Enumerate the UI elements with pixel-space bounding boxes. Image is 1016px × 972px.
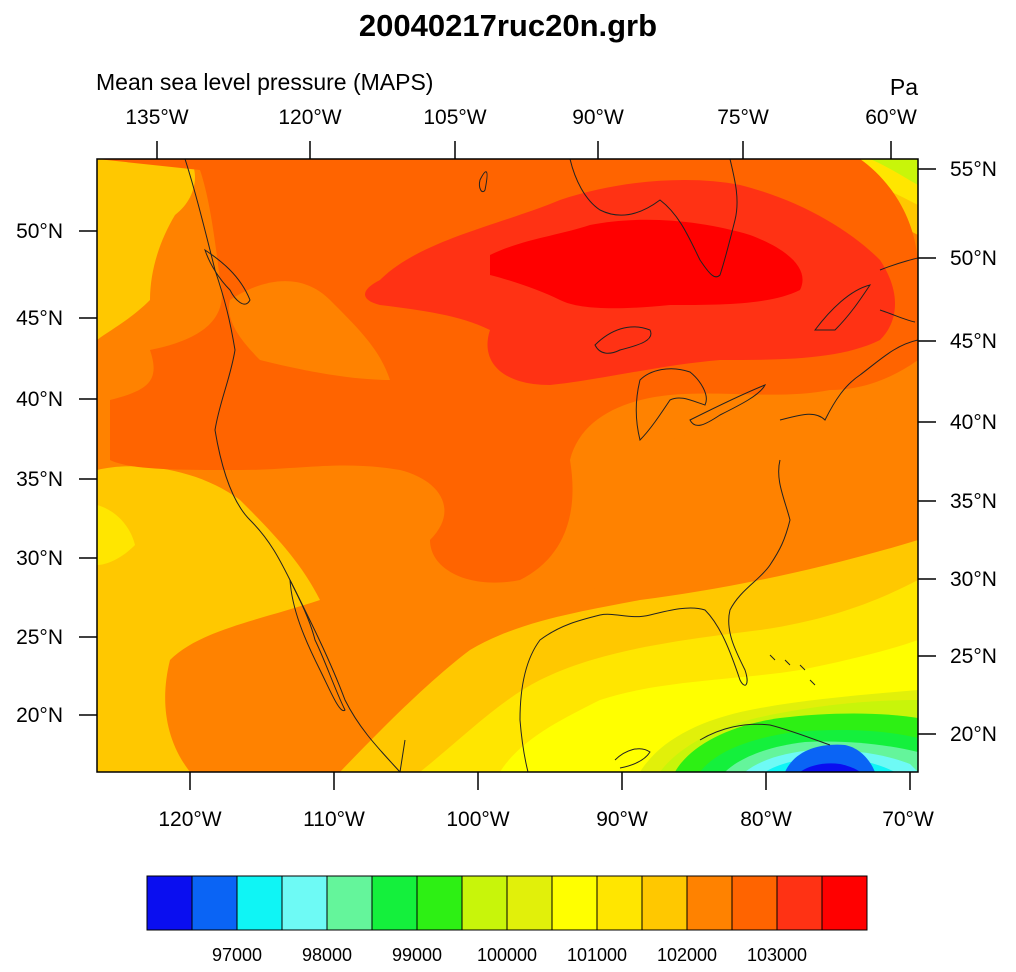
top-lon-label: 90°W xyxy=(572,106,624,129)
variable-label: Mean sea level pressure (MAPS) xyxy=(96,69,433,95)
left-lat-label: 35°N xyxy=(16,468,63,491)
colorbar-swatch xyxy=(461,875,508,931)
colorbar-swatch xyxy=(731,875,778,931)
pressure-field xyxy=(97,159,918,772)
right-lat-label: 35°N xyxy=(950,490,997,513)
bottom-lon-label: 90°W xyxy=(596,808,648,831)
colorbar-swatch xyxy=(506,875,553,931)
right-lat-label: 50°N xyxy=(950,247,997,270)
colorbar-label: 101000 xyxy=(567,945,627,965)
field-northeast-2 xyxy=(800,159,918,205)
colorbar-swatch xyxy=(596,875,643,931)
field-patch-southeast xyxy=(576,405,918,600)
colorbar-label: 97000 xyxy=(212,945,262,965)
colorbar-swatch xyxy=(686,875,733,931)
units-label: Pa xyxy=(890,74,918,100)
field-patch-midwest xyxy=(229,281,390,380)
left-lat-label: 30°N xyxy=(16,547,63,570)
colorbar-label: 100000 xyxy=(477,945,537,965)
left-lat-label: 45°N xyxy=(16,307,63,330)
top-ticks xyxy=(156,141,892,159)
field-west-ocean-3 xyxy=(97,505,135,565)
right-lat-labels: 55°N 50°N 45°N 40°N 35°N 30°N 25°N 20°N xyxy=(950,158,997,746)
right-lat-label: 45°N xyxy=(950,330,997,353)
bottom-lon-label: 120°W xyxy=(158,808,221,831)
coastlines xyxy=(184,159,918,772)
field-low-6 xyxy=(785,744,875,772)
right-ticks xyxy=(918,168,936,735)
map-title: 20040217ruc20n.grb xyxy=(359,8,657,43)
left-lat-label: 40°N xyxy=(16,388,63,411)
bottom-ticks xyxy=(189,772,911,790)
colorbar-swatch xyxy=(146,875,193,931)
top-lon-label: 105°W xyxy=(423,106,486,129)
colorbar xyxy=(146,875,868,931)
colorbar-swatch xyxy=(236,875,283,931)
colorbar-swatch xyxy=(326,875,373,931)
right-lat-label: 40°N xyxy=(950,411,997,434)
bottom-lon-label: 100°W xyxy=(446,808,509,831)
top-lon-labels: 135°W 120°W 105°W 90°W 75°W 60°W xyxy=(125,106,917,129)
colorbar-label: 99000 xyxy=(392,945,442,965)
colorbar-swatch xyxy=(776,875,823,931)
right-lat-label: 25°N xyxy=(950,645,997,668)
colorbar-swatch xyxy=(821,875,868,931)
left-lat-label: 50°N xyxy=(16,220,63,243)
bottom-lon-label: 80°W xyxy=(740,808,792,831)
top-lon-label: 60°W xyxy=(865,106,917,129)
top-lon-label: 120°W xyxy=(278,106,341,129)
colorbar-swatch xyxy=(551,875,598,931)
colorbar-label: 103000 xyxy=(747,945,807,965)
colorbar-swatch xyxy=(371,875,418,931)
colorbar-label: 102000 xyxy=(657,945,717,965)
colorbar-label: 98000 xyxy=(302,945,352,965)
right-lat-label: 20°N xyxy=(950,723,997,746)
map-frame xyxy=(96,158,919,773)
colorbar-swatch xyxy=(191,875,238,931)
right-lat-label: 30°N xyxy=(950,568,997,591)
colorbar-swatch xyxy=(641,875,688,931)
field-west-ocean xyxy=(97,159,195,340)
field-low-7 xyxy=(800,763,860,772)
colorbar-labels: 97000 98000 99000 100000 101000 102000 103000 xyxy=(212,945,807,965)
left-ticks xyxy=(79,230,97,716)
bottom-lon-label: 70°W xyxy=(882,808,934,831)
left-lat-label: 20°N xyxy=(16,704,63,727)
colorbar-swatch xyxy=(281,875,328,931)
colorbar-swatch xyxy=(416,875,463,931)
bottom-lon-labels: 120°W 110°W 100°W 90°W 80°W 70°W xyxy=(158,808,934,831)
left-lat-label: 25°N xyxy=(16,626,63,649)
field-west-ocean-2 xyxy=(97,466,320,772)
left-lat-labels: 50°N 45°N 40°N 35°N 30°N 25°N 20°N xyxy=(16,220,63,727)
top-lon-label: 135°W xyxy=(125,106,188,129)
right-lat-label: 55°N xyxy=(950,158,997,181)
bottom-lon-label: 110°W xyxy=(303,808,365,831)
top-lon-label: 75°W xyxy=(717,106,769,129)
field-high-max xyxy=(490,219,803,309)
field-northeast-3 xyxy=(870,159,918,185)
